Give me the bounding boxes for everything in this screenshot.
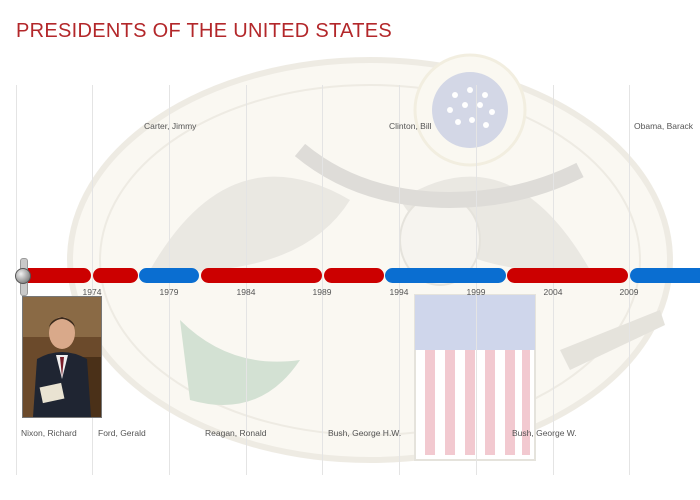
grid-line	[629, 85, 630, 475]
term-segment-bush-hw[interactable]	[324, 268, 384, 283]
timeline[interactable]: Carter, Jimmy Clinton, Bill Obama, Barac…	[0, 50, 700, 500]
year-tick-label: 1974	[82, 287, 102, 297]
grid-line	[322, 85, 323, 475]
year-tick-label: 2004	[543, 287, 563, 297]
president-label-clinton[interactable]: Clinton, Bill	[389, 121, 432, 131]
year-tick-label: 2009	[619, 287, 639, 297]
grid-line	[92, 85, 93, 475]
president-label-obama[interactable]: Obama, Barack	[634, 121, 694, 131]
seal-background-icon	[67, 53, 673, 463]
term-segment-obama[interactable]	[630, 268, 700, 283]
year-tick-label: 1989	[312, 287, 332, 297]
term-segment-carter[interactable]	[139, 268, 199, 283]
president-label-reagan[interactable]: Reagan, Ronald	[205, 428, 267, 438]
page-title: PRESIDENTS OF THE UNITED STATES	[16, 20, 393, 42]
president-label-nixon[interactable]: Nixon, Richard	[21, 428, 77, 438]
slider-knob-icon[interactable]	[15, 268, 31, 284]
term-segment-bush-w[interactable]	[507, 268, 628, 283]
president-label-bush-w[interactable]: Bush, George W.	[512, 428, 577, 438]
term-bar-row	[16, 268, 700, 284]
term-segment-nixon[interactable]	[16, 268, 91, 283]
president-label-ford[interactable]: Ford, Gerald	[98, 428, 146, 438]
president-portrait-image	[22, 296, 102, 418]
term-segment-ford[interactable]	[93, 268, 138, 283]
year-tick-label: 1994	[389, 287, 409, 297]
year-tick-label: 1984	[236, 287, 256, 297]
term-segment-reagan[interactable]	[201, 268, 322, 283]
year-tick-label: 1979	[159, 287, 179, 297]
year-tick-label: 1999	[466, 287, 486, 297]
president-label-carter[interactable]: Carter, Jimmy	[144, 121, 197, 131]
president-label-bush-hw[interactable]: Bush, George H.W.	[328, 428, 402, 438]
term-segment-clinton[interactable]	[385, 268, 506, 283]
